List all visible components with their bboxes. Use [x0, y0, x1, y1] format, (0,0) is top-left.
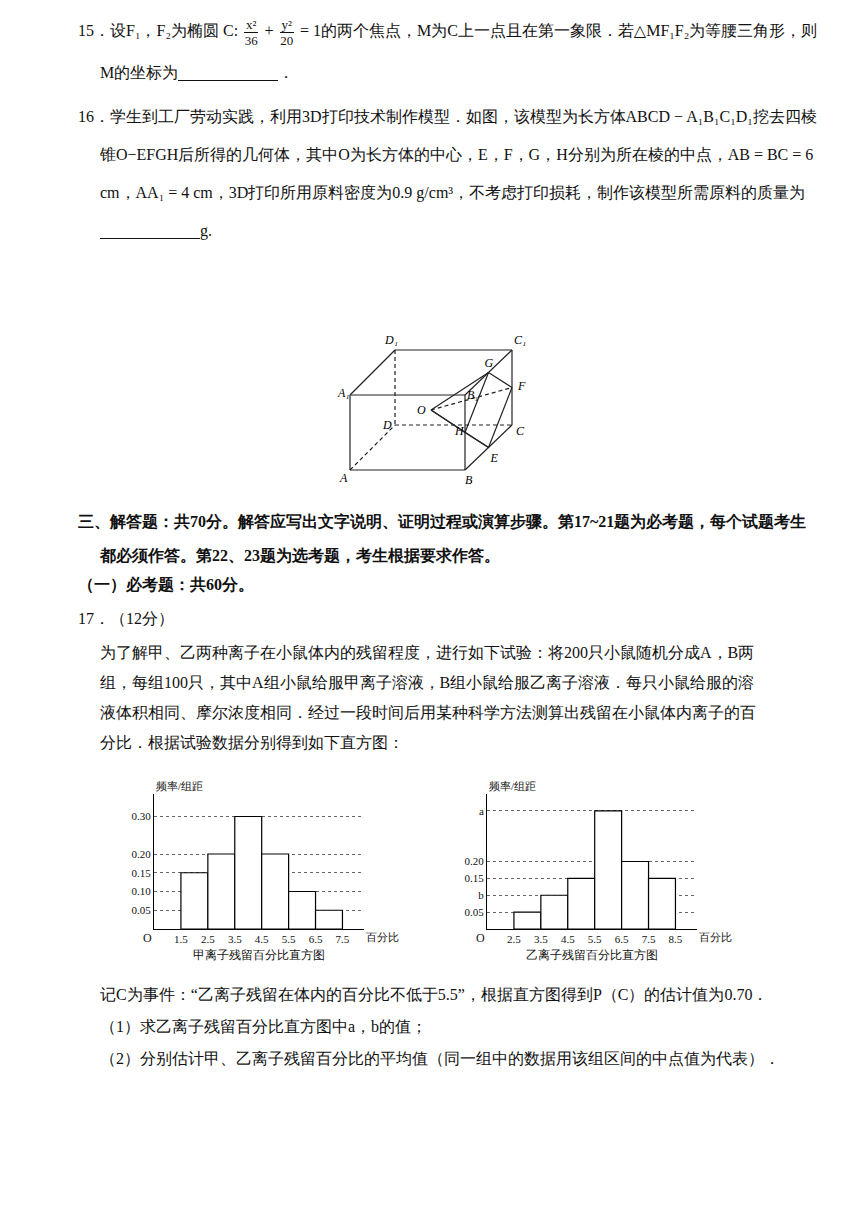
svg-text:3.5: 3.5: [534, 933, 548, 945]
svg-text:C: C: [516, 424, 525, 438]
svg-text:5.5: 5.5: [588, 933, 602, 945]
html-text:15．设F₁，F₂为椭圆 C: x²: 15．设F₁，F₂为椭圆 C: x²: [78, 16, 257, 39]
svg-text:B: B: [465, 473, 473, 487]
svg-text:1.5: 1.5: [174, 933, 188, 945]
svg-text:O: O: [417, 403, 426, 417]
svg-text:E: E: [490, 451, 499, 465]
html-text:（一）必考题：共60分。: （一）必考题：共60分。: [78, 576, 254, 593]
svg-text:甲离子残留百分比直方图: 甲离子残留百分比直方图: [193, 948, 325, 962]
html-text:36: 36: [244, 32, 258, 48]
svg-text:4.5: 4.5: [255, 933, 269, 945]
svg-text:5.5: 5.5: [282, 933, 296, 945]
svg-text:2.5: 2.5: [507, 933, 521, 945]
svg-text:O: O: [476, 931, 485, 945]
svg-text:b: b: [478, 889, 484, 901]
svg-text:8.5: 8.5: [669, 933, 683, 945]
html-text:记C为事件：“乙离子残留在体内的百分比不低于5.5”，根据直: 记C为事件：“乙离子残留在体内的百分比不低于5.5”，根据直方图得到P（C）的估…: [100, 986, 769, 1003]
svg-text:0.30: 0.30: [132, 810, 152, 822]
svg-text:6.5: 6.5: [615, 933, 629, 945]
html-text:17．（12分）: 17．（12分）: [78, 610, 174, 627]
svg-text:0.05: 0.05: [132, 904, 152, 916]
svg-text:0.15: 0.15: [132, 867, 152, 879]
svg-text:H: H: [454, 424, 465, 438]
svg-text:C₁: C₁: [514, 333, 526, 347]
html-text:16．学生到工厂劳动实践，利用3D打印技术制作模型．如图，该: 16．学生到工厂劳动实践，利用3D打印技术制作模型．如图，该模型为长方体ABCD…: [78, 108, 817, 201]
html-text:= 1的两个焦点，M为C上一点且在第一象限．若△MF₁F₂为: = 1的两个焦点，M为C上一点且在第一象限．若△MF₁F₂为等腰三角形，则M的坐…: [100, 22, 818, 81]
svg-text:7.5: 7.5: [336, 933, 350, 945]
svg-text:a: a: [479, 805, 484, 817]
html-text:（2）分别估计甲、乙离子残留百分比的平均值（同一组中的数据用: （2）分别估计甲、乙离子残留百分比的平均值（同一组中的数据用该组区间的中点值为代…: [100, 1050, 780, 1067]
svg-text:0.10: 0.10: [132, 885, 152, 897]
svg-text:D₁: D₁: [384, 333, 398, 347]
svg-text:0.15: 0.15: [465, 872, 485, 884]
svg-text:3.5: 3.5: [228, 933, 242, 945]
svg-text:4.5: 4.5: [561, 933, 575, 945]
svg-text:F: F: [517, 379, 526, 393]
svg-text:6.5: 6.5: [309, 933, 323, 945]
html-text:（1）求乙离子残留百分比直方图中a，b的值；: （1）求乙离子残留百分比直方图中a，b的值；: [100, 1018, 428, 1035]
svg-text:7.5: 7.5: [642, 933, 656, 945]
svg-text:2.5: 2.5: [201, 933, 215, 945]
svg-text:G: G: [485, 356, 494, 370]
svg-text:频率/组距: 频率/组距: [156, 780, 203, 792]
svg-text:B₁: B₁: [467, 388, 479, 402]
svg-text:乙离子残留百分比直方图: 乙离子残留百分比直方图: [526, 948, 658, 962]
html-text:+ y²: + y²: [260, 16, 292, 39]
svg-text:A₁: A₁: [337, 386, 350, 400]
svg-text:0.20: 0.20: [132, 848, 152, 860]
html-text:20: 20: [280, 32, 294, 48]
svg-text:O: O: [143, 931, 152, 945]
svg-text:0.05: 0.05: [465, 906, 485, 918]
svg-text:D: D: [382, 418, 392, 432]
html-text:为了解甲、乙两种离子在小鼠体内的残留程度，进行如下试验：将2: 为了解甲、乙两种离子在小鼠体内的残留程度，进行如下试验：将200只小鼠随机分成A…: [100, 644, 756, 751]
svg-text:频率/组距: 频率/组距: [489, 780, 536, 792]
svg-text:百分比: 百分比: [699, 931, 732, 943]
svg-text:0.20: 0.20: [465, 855, 485, 867]
html-text:三、解答题：共70分。解答应写出文字说明、证明过程或演算步骤: 三、解答题：共70分。解答应写出文字说明、证明过程或演算步骤。第17~21题为必…: [78, 513, 807, 564]
svg-text:百分比: 百分比: [366, 931, 399, 943]
svg-text:A: A: [339, 471, 348, 485]
html-text:g.: g.: [200, 222, 212, 239]
